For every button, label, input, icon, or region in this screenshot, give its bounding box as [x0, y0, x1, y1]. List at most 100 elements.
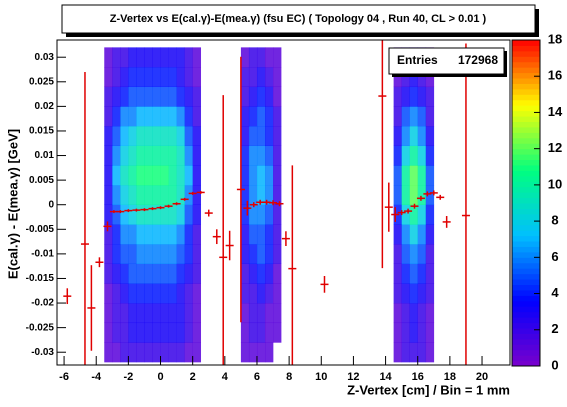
heatmap-cell: [168, 303, 177, 324]
heatmap-cell: [425, 322, 435, 343]
heatmap-cell: [128, 244, 137, 265]
heatmap-cell: [112, 165, 121, 186]
x-tick-label: 2: [190, 371, 196, 383]
heatmap-cell: [256, 165, 266, 186]
heatmap-cell: [144, 263, 153, 284]
heatmap-cell: [240, 224, 250, 245]
heatmap-cell: [248, 67, 258, 88]
heatmap-cell: [136, 204, 145, 225]
heatmap-cell: [176, 165, 185, 186]
heatmap-cell: [176, 224, 185, 245]
heatmap-cell: [112, 185, 121, 206]
heatmap-cell: [248, 165, 258, 186]
heatmap-cell: [112, 303, 121, 324]
heatmap-cell: [168, 322, 177, 343]
colorbar-swatch: [512, 132, 540, 139]
heatmap-cell: [104, 283, 113, 304]
heatmap-cell: [152, 283, 161, 304]
heatmap-cell: [240, 67, 250, 88]
heatmap-cell: [112, 145, 121, 166]
colorbar-swatch: [512, 279, 540, 285]
colorbar-swatch: [512, 186, 540, 193]
colorbar-swatch: [512, 333, 540, 340]
colorbar-frame: [511, 39, 541, 367]
heatmap-cell: [176, 263, 185, 284]
heatmap-cell: [136, 126, 145, 147]
heatmap-cell: [265, 67, 274, 88]
heatmap-cell: [265, 263, 274, 284]
heatmap-cell: [265, 204, 274, 225]
heatmap-cell: [144, 86, 153, 107]
heatmap-cell: [184, 322, 193, 343]
heatmap-cell: [104, 165, 113, 186]
heatmap-cell: [409, 185, 419, 206]
heatmap-cell: [417, 106, 427, 127]
heatmap-cell: [409, 204, 419, 225]
colorbar-swatch: [512, 322, 540, 329]
colorbar-swatch: [512, 219, 540, 226]
heatmap-cell: [192, 145, 202, 166]
heatmap-cell: [104, 342, 113, 363]
colorbar-swatch: [512, 50, 540, 57]
y-tick-label: -0.025: [26, 322, 55, 333]
heatmap-cell: [120, 322, 129, 343]
heatmap-cell: [152, 204, 161, 225]
heatmap-cell: [240, 322, 250, 343]
colorbar-swatch: [512, 164, 540, 171]
heatmap-cell: [417, 303, 427, 324]
heatmap-cell: [104, 145, 113, 166]
heatmap-cell: [168, 342, 177, 363]
x-tick-label: -6: [59, 371, 69, 383]
heatmap-cell: [425, 342, 435, 363]
heatmap-cell: [417, 185, 427, 206]
heatmap: [104, 47, 435, 363]
heatmap-cell: [265, 47, 274, 68]
heatmap-cell: [425, 185, 435, 206]
heatmap-cell: [393, 165, 402, 186]
heatmap-cell: [256, 224, 266, 245]
colorbar-swatch: [512, 295, 540, 302]
heatmap-cell: [104, 67, 113, 88]
heatmap-cell: [160, 145, 169, 166]
heatmap-cell: [168, 106, 177, 127]
title-box: [61, 4, 536, 34]
heatmap-cell: [273, 244, 282, 265]
heatmap-cell: [152, 67, 161, 88]
heatmap-cell: [160, 224, 169, 245]
heatmap-cell: [160, 263, 169, 284]
heatmap-cell: [409, 165, 419, 186]
heatmap-cell: [409, 224, 419, 245]
colorbar-swatch: [512, 121, 540, 128]
heatmap-cell: [128, 204, 137, 225]
heatmap-cell: [256, 126, 266, 147]
heatmap-cell: [104, 244, 113, 265]
heatmap-cell: [152, 145, 161, 166]
heatmap-cell: [256, 86, 266, 107]
y-tick-label: 0: [48, 199, 54, 210]
colorbar-swatch: [512, 300, 540, 307]
heatmap-cell: [393, 67, 402, 88]
heatmap-cell: [104, 126, 113, 147]
heatmap-cell: [401, 322, 410, 343]
heatmap-cell: [184, 342, 193, 363]
heatmap-cell: [128, 145, 137, 166]
heatmap-cell: [112, 244, 121, 265]
heatmap-cell: [401, 106, 410, 127]
z-tick-label: 8: [551, 213, 558, 228]
frame: [56, 39, 511, 366]
colorbar-swatch: [512, 262, 540, 269]
heatmap-cell: [176, 303, 185, 324]
heatmap-cell: [144, 342, 153, 363]
heatmap-cell: [393, 224, 402, 245]
heatmap-cell: [409, 126, 419, 147]
heatmap-cell: [425, 126, 435, 147]
colorbar-swatch: [512, 61, 540, 68]
heatmap-cell: [265, 244, 274, 265]
heatmap-cell: [160, 47, 169, 68]
heatmap-cell: [248, 185, 258, 206]
heatmap-cell: [265, 224, 274, 245]
stats-name: Entries: [397, 53, 438, 67]
heatmap-cell: [184, 185, 193, 206]
heatmap-cell: [401, 303, 410, 324]
heatmap-cell: [393, 126, 402, 147]
